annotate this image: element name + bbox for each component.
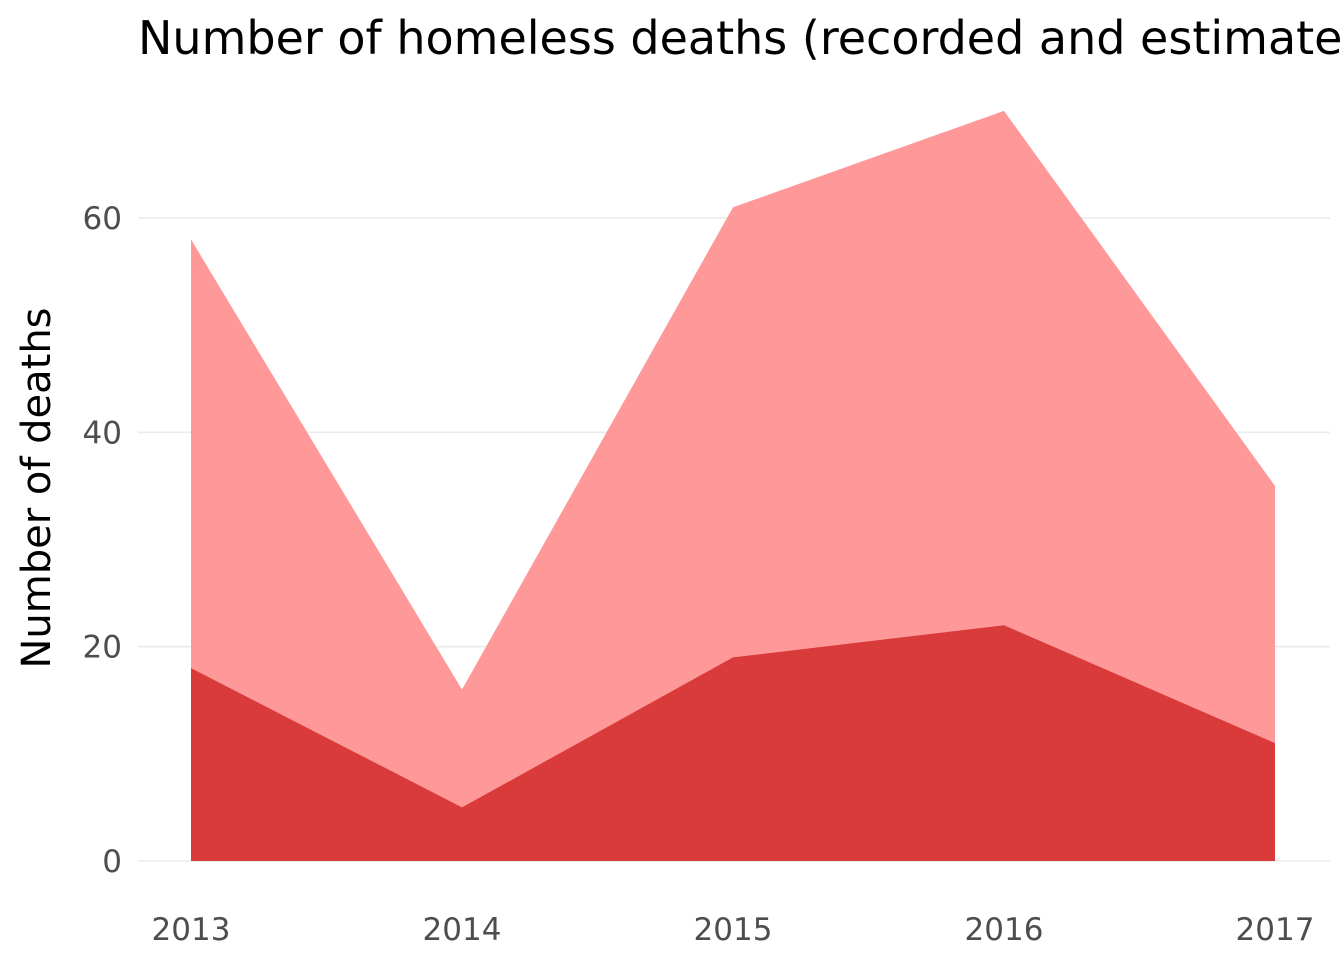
area-series-2 [191, 625, 1275, 861]
y-tick-label-0: 0 [102, 844, 122, 880]
y-tick-label-40: 40 [83, 415, 122, 451]
x-tick-label-2017: 2017 [1236, 912, 1315, 948]
y-tick-label-60: 60 [83, 201, 122, 237]
x-tick-label-2015: 2015 [694, 912, 773, 948]
x-axis-ticks: 2013 2014 2015 2016 2017 [152, 912, 1315, 948]
y-tick-label-20: 20 [83, 630, 122, 666]
area-series [191, 110, 1275, 862]
y-axis-label: Number of deaths [14, 307, 60, 668]
y-axis-ticks: 0 20 40 60 [83, 201, 122, 880]
x-tick-label-2016: 2016 [965, 912, 1044, 948]
x-tick-label-2013: 2013 [152, 912, 231, 948]
chart-title: Number of homeless deaths (recorded and … [138, 11, 1344, 65]
x-tick-label-2014: 2014 [423, 912, 502, 948]
